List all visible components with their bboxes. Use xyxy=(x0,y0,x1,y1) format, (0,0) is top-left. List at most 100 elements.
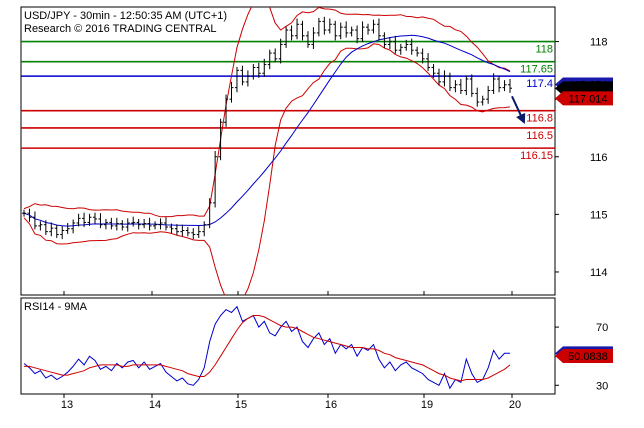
rsi-title: RSI14 - 9MA xyxy=(24,301,88,313)
candle xyxy=(174,224,179,236)
candle xyxy=(486,85,491,104)
candle xyxy=(502,80,507,92)
candle xyxy=(262,58,267,77)
candle xyxy=(371,19,376,34)
candle xyxy=(267,49,272,70)
level-label: 116.15 xyxy=(520,150,553,162)
candle xyxy=(65,223,70,234)
candle xyxy=(464,75,469,96)
candle xyxy=(22,209,26,217)
moving-average xyxy=(23,34,511,227)
candle xyxy=(508,79,512,93)
candle xyxy=(131,216,136,227)
candle xyxy=(202,221,207,237)
candle xyxy=(32,211,37,230)
level-label: 116.8 xyxy=(526,113,553,125)
time-tick-label: 14 xyxy=(149,399,161,411)
forecast-arrow xyxy=(511,95,526,125)
svg-text:117.014: 117.014 xyxy=(569,93,608,105)
price-tick-label: 114 xyxy=(590,267,608,279)
candle xyxy=(92,212,97,224)
candle xyxy=(27,208,32,222)
candle xyxy=(109,217,114,230)
candle xyxy=(366,23,371,35)
support-resistance-lines xyxy=(21,40,555,149)
candle xyxy=(311,27,316,50)
candle xyxy=(491,73,496,94)
candle xyxy=(349,26,354,37)
bollinger-bands xyxy=(23,7,511,295)
candle xyxy=(103,218,108,230)
candle xyxy=(355,25,360,44)
candle xyxy=(322,16,327,35)
candle xyxy=(393,35,398,54)
candle xyxy=(497,75,502,93)
candle xyxy=(213,151,218,208)
candle xyxy=(54,224,59,238)
time-tick-label: 16 xyxy=(325,399,337,411)
time-axis: 13 14 15 16 19 20 xyxy=(61,291,521,411)
level-label: 116.5 xyxy=(526,130,553,142)
candle xyxy=(344,21,349,38)
time-tick-label: 20 xyxy=(509,399,521,411)
level-label: 117.65 xyxy=(520,64,553,76)
candle xyxy=(453,80,458,93)
candle xyxy=(245,70,250,87)
candle xyxy=(82,212,87,228)
candle xyxy=(185,227,190,237)
candle xyxy=(420,48,425,64)
candle xyxy=(120,220,125,231)
candle xyxy=(234,66,239,93)
candle xyxy=(218,118,223,161)
candle xyxy=(169,223,174,234)
candle xyxy=(207,198,212,229)
time-tick-label: 13 xyxy=(61,399,73,411)
candle xyxy=(442,70,447,87)
candle xyxy=(469,74,474,97)
candle xyxy=(426,53,431,71)
candle xyxy=(431,64,436,78)
candle xyxy=(251,64,256,80)
time-tick-label: 19 xyxy=(421,399,433,411)
candle xyxy=(404,39,409,51)
rsi-tick-label: 70 xyxy=(596,322,608,334)
candle xyxy=(316,17,321,37)
price-tick-label: 118 xyxy=(590,37,608,49)
candle xyxy=(163,217,168,231)
candle xyxy=(295,18,300,40)
price-tick-label: 116 xyxy=(590,152,608,164)
candle xyxy=(49,222,54,237)
candle xyxy=(376,18,381,41)
main-panel-frame xyxy=(20,6,556,296)
candle xyxy=(360,21,365,43)
rsi-series-line xyxy=(24,315,511,382)
level-label: 117.4 xyxy=(526,78,553,90)
chart-subtitle: Research © 2016 TRADING CENTRAL xyxy=(24,23,217,35)
candle xyxy=(305,31,310,48)
rsi-tick-label: 30 xyxy=(596,380,608,392)
candle xyxy=(256,62,261,78)
candle xyxy=(327,18,332,34)
candle xyxy=(475,87,480,107)
forecast-arrow-line xyxy=(511,95,526,125)
rsi-badge: 50.0838 xyxy=(555,349,613,364)
candle xyxy=(300,20,305,41)
candle xyxy=(398,43,403,55)
candlesticks xyxy=(22,16,512,240)
candle xyxy=(447,72,452,92)
svg-text:50.0838: 50.0838 xyxy=(568,351,608,363)
price-badge: 117.014 xyxy=(555,91,613,106)
candle xyxy=(196,225,201,238)
price-tick-label: 115 xyxy=(590,209,608,221)
candle xyxy=(87,213,92,226)
rsi-series-line xyxy=(23,305,510,390)
candle xyxy=(71,219,76,234)
rsi-lines xyxy=(23,305,511,390)
candle xyxy=(480,95,485,106)
candle xyxy=(76,213,81,227)
lower-band xyxy=(23,43,511,295)
candle xyxy=(136,218,141,230)
